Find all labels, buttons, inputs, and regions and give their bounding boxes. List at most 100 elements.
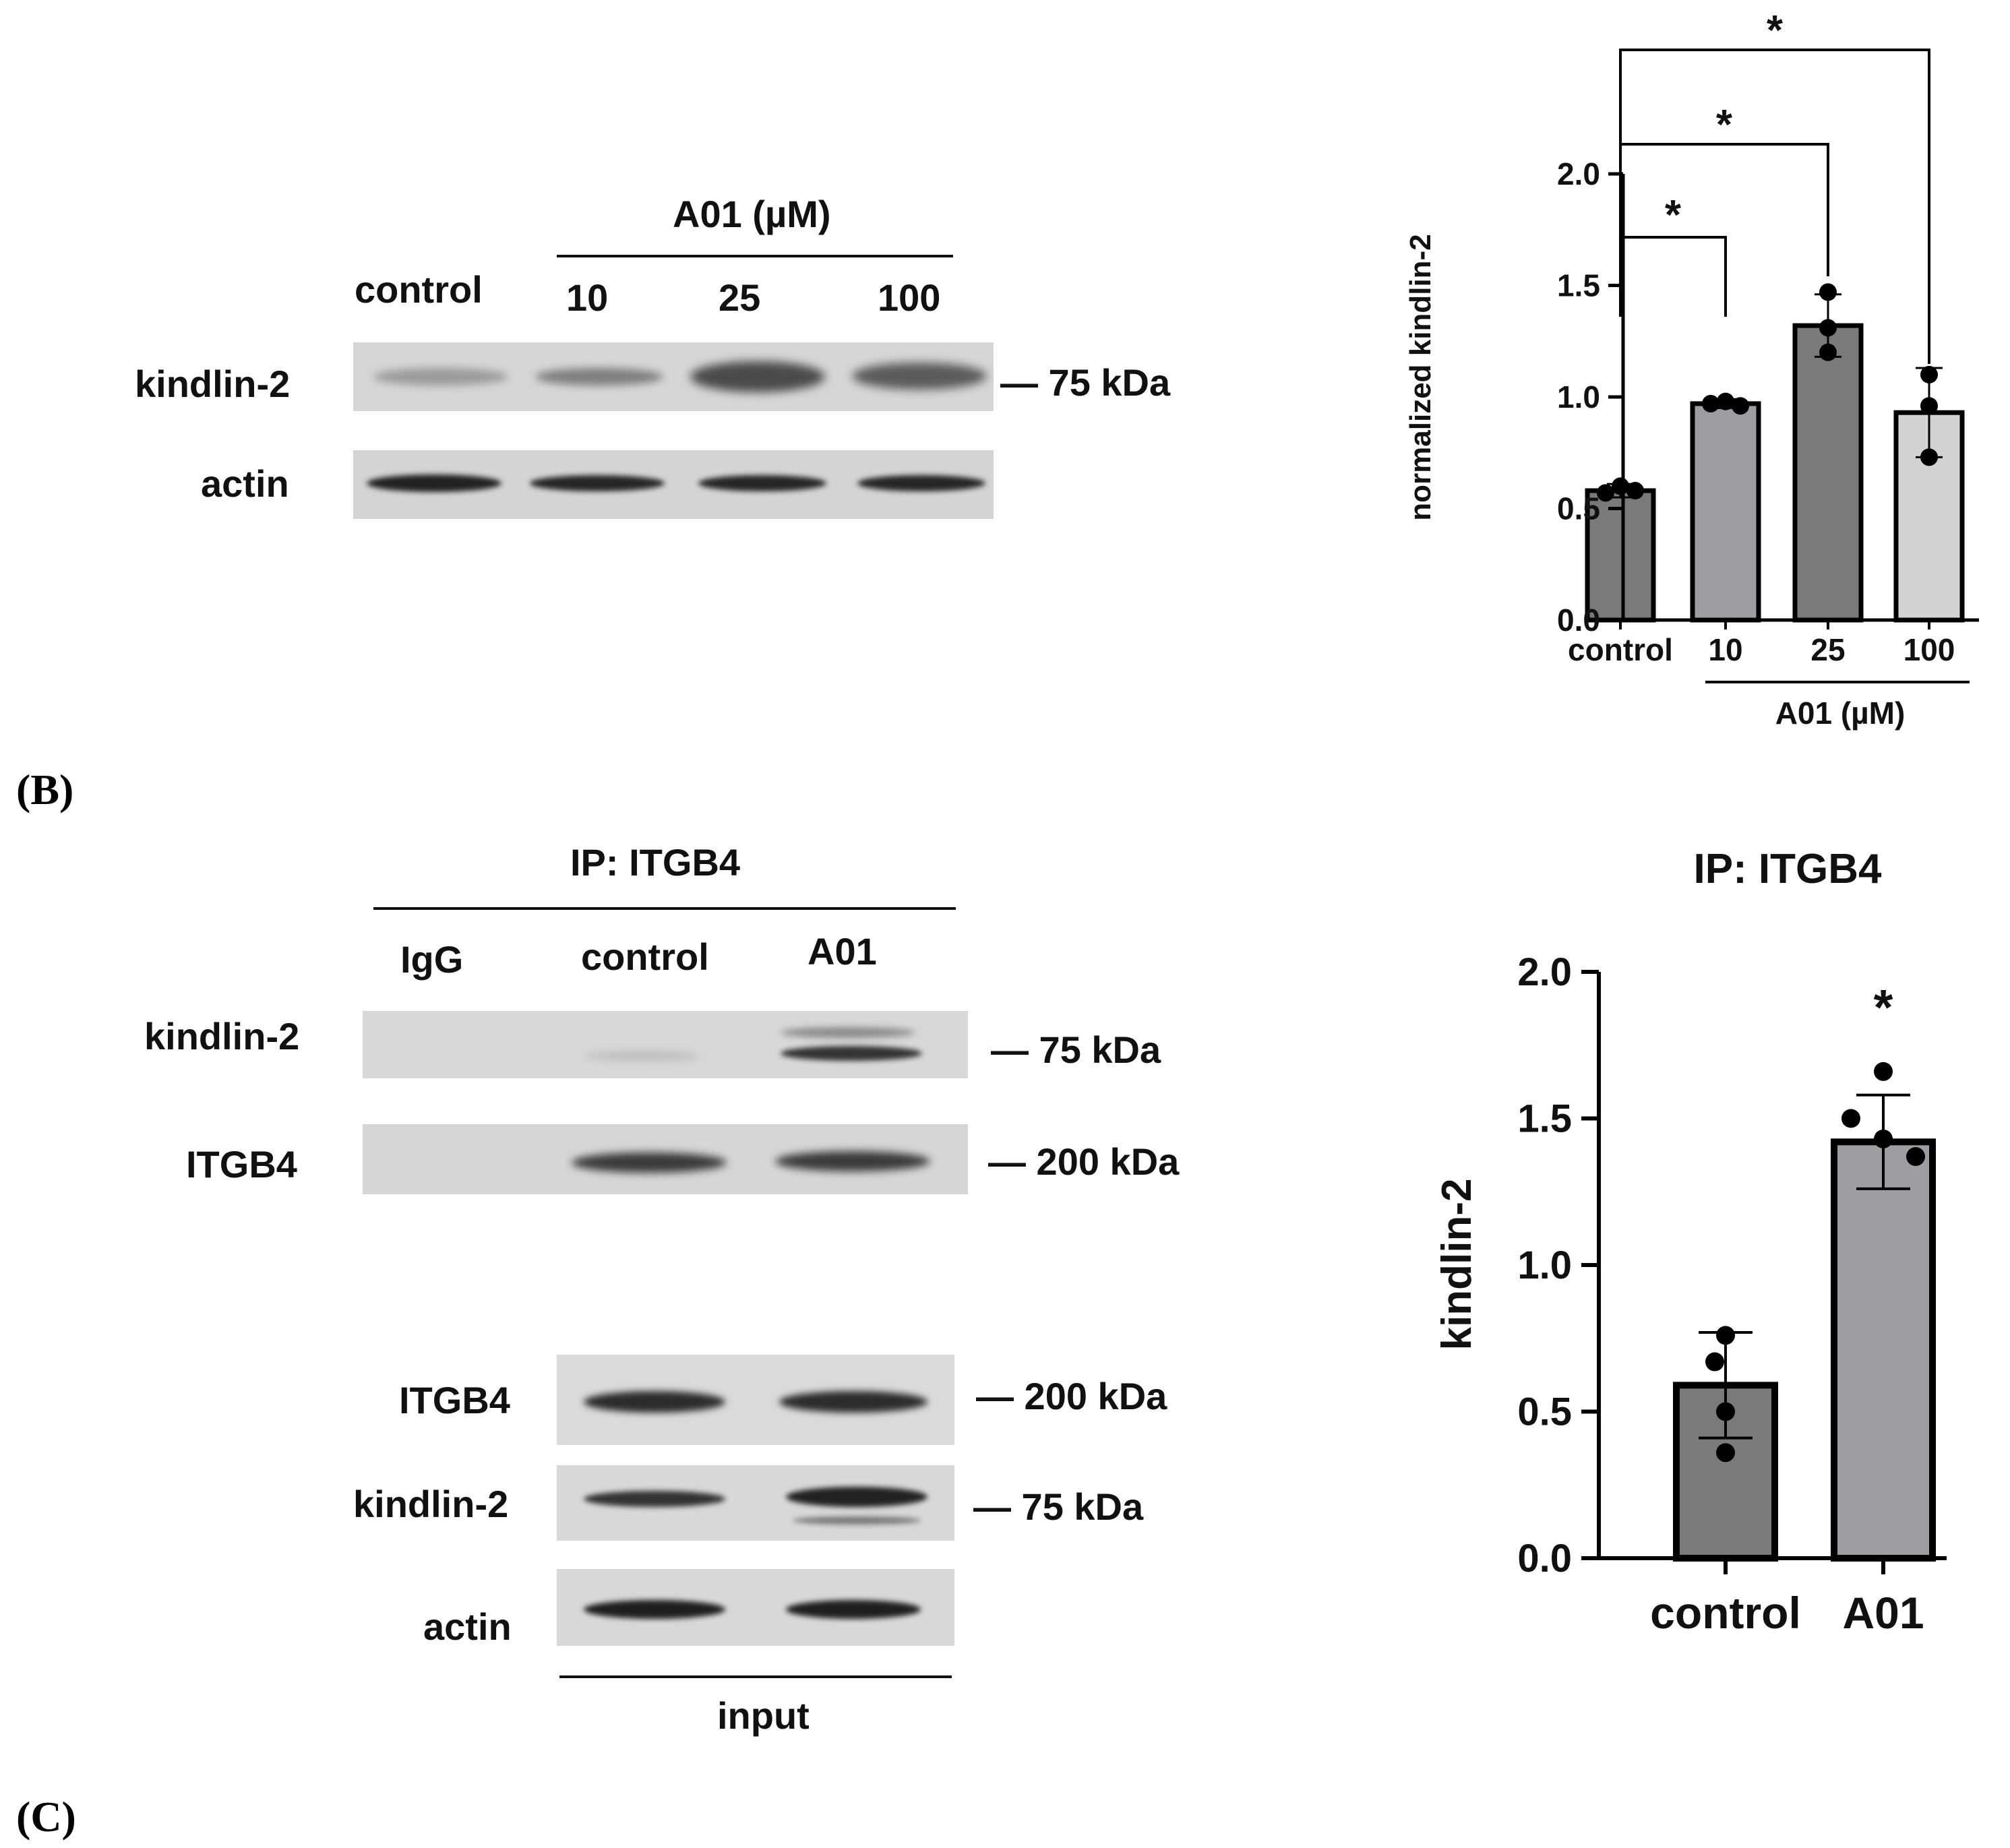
lane-label-10: 10: [566, 276, 609, 319]
y-tick-label: 2.0: [1557, 156, 1600, 191]
significance-star: *: [1665, 192, 1682, 239]
y-tick-label: 1.5: [1557, 268, 1600, 303]
input-marker-75kda: — 75 kDa: [973, 1485, 1144, 1528]
y-tick-label: 0.0: [1557, 603, 1600, 638]
data-point-control: [1716, 1326, 1735, 1345]
significance-star: *: [1874, 979, 1893, 1035]
row-label-actin: actin: [201, 462, 289, 505]
y-tick-label: 0.0: [1517, 1537, 1572, 1580]
y-axis-label: normalized kindlin-2: [1404, 234, 1437, 520]
treatment-header: A01 (µM): [673, 193, 831, 235]
y-axis-label: kindlin-2: [1434, 1179, 1480, 1351]
bar-10: [1690, 401, 1761, 623]
data-point-A01: [1841, 1109, 1860, 1128]
data-point-control: [1716, 1443, 1735, 1462]
input-kindlin-band-a01-lower: [793, 1516, 921, 1524]
data-point-control: [1597, 484, 1614, 502]
actin-blot: [353, 450, 994, 519]
significance-bracket: [1619, 49, 1930, 364]
panel-letter-b: (B): [16, 766, 74, 813]
y-tick-label: 0.5: [1517, 1390, 1572, 1434]
data-point-25: [1819, 343, 1837, 361]
ip-kindlin-band-a01-upper: [781, 1027, 915, 1038]
band-10: [535, 368, 663, 386]
ip-itgb4-band-a01: [775, 1151, 930, 1171]
input-row-kindlin: kindlin-2: [353, 1483, 509, 1525]
group-label: A01 (µM): [1775, 696, 1906, 731]
ip-row-kindlin: kindlin-2: [144, 1015, 300, 1057]
ip-header: IP: ITGB4: [570, 841, 741, 884]
band-25: [690, 361, 825, 392]
chart-title: IP: ITGB4: [1693, 846, 1882, 892]
ip-row-itgb4: ITGB4: [186, 1143, 297, 1185]
data-point-A01: [1874, 1061, 1893, 1081]
data-point-25: [1819, 283, 1837, 301]
significance-star: *: [1767, 7, 1784, 54]
data-point-100: [1920, 448, 1938, 466]
ip-marker-200kda: — 200 kDa: [988, 1140, 1180, 1183]
data-point-A01: [1874, 1129, 1893, 1148]
significance-star: *: [1716, 102, 1733, 148]
actin-band-25: [698, 475, 826, 491]
band-100: [852, 363, 987, 390]
ip-kindlin-band-control: [585, 1051, 700, 1061]
data-point-10: [1732, 397, 1749, 415]
input-marker-200kda: — 200 kDa: [976, 1375, 1167, 1417]
x-tick-label-10: 10: [1708, 632, 1742, 667]
marker-75kda: — 75 kDa: [1000, 361, 1171, 404]
treatment-bracket: [557, 255, 953, 257]
y-tick-label: 0.5: [1557, 491, 1600, 526]
ip-kindlin-blot: [363, 1011, 968, 1078]
ip-lane-a01: A01: [808, 930, 877, 973]
data-point-A01: [1906, 1147, 1925, 1167]
y-tick-label: 1.0: [1557, 379, 1600, 414]
ip-itgb4-band-control: [572, 1152, 727, 1173]
input-itgb4-band-a01: [779, 1391, 927, 1413]
data-point-100: [1920, 397, 1938, 415]
x-tick-label-control: control: [1568, 632, 1673, 667]
data-point-control: [1626, 482, 1644, 500]
y-tick-label: 1.0: [1517, 1243, 1572, 1287]
y-tick-label: 2.0: [1517, 950, 1572, 994]
data-point-control: [1716, 1402, 1735, 1421]
input-row-itgb4: ITGB4: [399, 1379, 510, 1421]
ip-kindlin-band-a01: [781, 1046, 922, 1061]
input-itgb4-blot: [557, 1355, 954, 1445]
data-point-10: [1702, 394, 1719, 412]
bar-25: [1792, 323, 1864, 623]
band-control: [373, 368, 508, 386]
x-tick-label-A01: A01: [1842, 1588, 1924, 1638]
data-point-100: [1920, 365, 1938, 383]
input-actin-band-a01: [786, 1600, 921, 1619]
ip-lane-igg: IgG: [400, 938, 464, 981]
input-kindlin-band-control: [584, 1491, 725, 1507]
lane-label-25: 25: [719, 276, 761, 319]
y-tick-label: 1.5: [1517, 1097, 1572, 1141]
ip-itgb4-blot: [363, 1124, 968, 1194]
input-actin-band-control: [584, 1600, 725, 1619]
data-point-10: [1717, 392, 1734, 410]
input-row-actin: actin: [423, 1605, 512, 1648]
input-actin-blot: [557, 1569, 954, 1646]
input-itgb4-band-control: [584, 1391, 725, 1413]
data-point-25: [1819, 319, 1837, 337]
input-bracket: [559, 1675, 952, 1678]
x-tick-label-100: 100: [1904, 632, 1955, 667]
x-tick-label-control: control: [1650, 1588, 1801, 1638]
input-kindlin-blot: [557, 1465, 954, 1541]
lane-label-100: 100: [878, 276, 941, 319]
bar-A01: [1831, 1138, 1936, 1562]
data-point-control: [1705, 1352, 1724, 1372]
input-footer: input: [717, 1694, 810, 1737]
x-tick-label-25: 25: [1810, 632, 1845, 667]
actin-band-100: [857, 475, 985, 491]
input-kindlin-band-a01: [786, 1487, 927, 1507]
ip-marker-75kda: — 75 kDa: [991, 1028, 1161, 1071]
lane-label-control: control: [355, 268, 483, 311]
actin-band-control: [367, 474, 501, 492]
ip-bracket: [373, 907, 956, 910]
kindlin-blot: [353, 342, 994, 411]
panel-letter-c: (C): [16, 1793, 76, 1841]
